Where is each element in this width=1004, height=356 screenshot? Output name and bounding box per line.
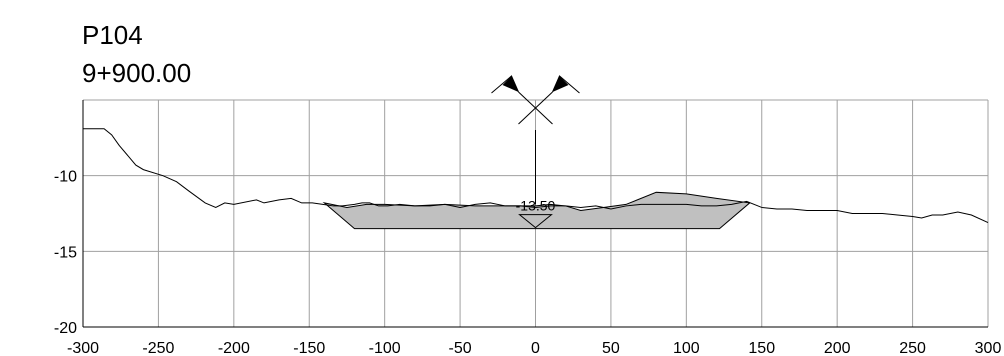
right-flag xyxy=(552,76,569,92)
x-tick-label: -200 xyxy=(218,340,250,356)
x-tick-label: -250 xyxy=(142,340,174,356)
x-tick-label: 100 xyxy=(673,340,700,356)
x-tick-label: -300 xyxy=(67,340,99,356)
y-tick-label: -10 xyxy=(54,169,77,186)
left-flag xyxy=(502,76,519,92)
ground-profile-line xyxy=(83,128,989,224)
profile-id: P104 xyxy=(82,20,143,50)
x-tick-label: 0 xyxy=(531,340,540,356)
x-tick-label: 250 xyxy=(899,340,926,356)
x-tick-label: -150 xyxy=(293,340,325,356)
level-triangle-marker xyxy=(518,214,553,229)
x-tick-label: 300 xyxy=(975,340,1002,356)
y-tick-label: -15 xyxy=(54,244,77,261)
x-tick-label: -50 xyxy=(449,340,472,356)
station-label: 9+900.00 xyxy=(82,58,192,88)
x-tick-label: 150 xyxy=(748,340,775,356)
elevation-label: -13.50 xyxy=(516,198,556,214)
x-tick-label: 50 xyxy=(602,340,620,356)
y-tick-label: -20 xyxy=(54,320,77,337)
x-tick-label: -100 xyxy=(369,340,401,356)
centerline-cross xyxy=(518,91,553,125)
x-tick-label: 200 xyxy=(824,340,851,356)
